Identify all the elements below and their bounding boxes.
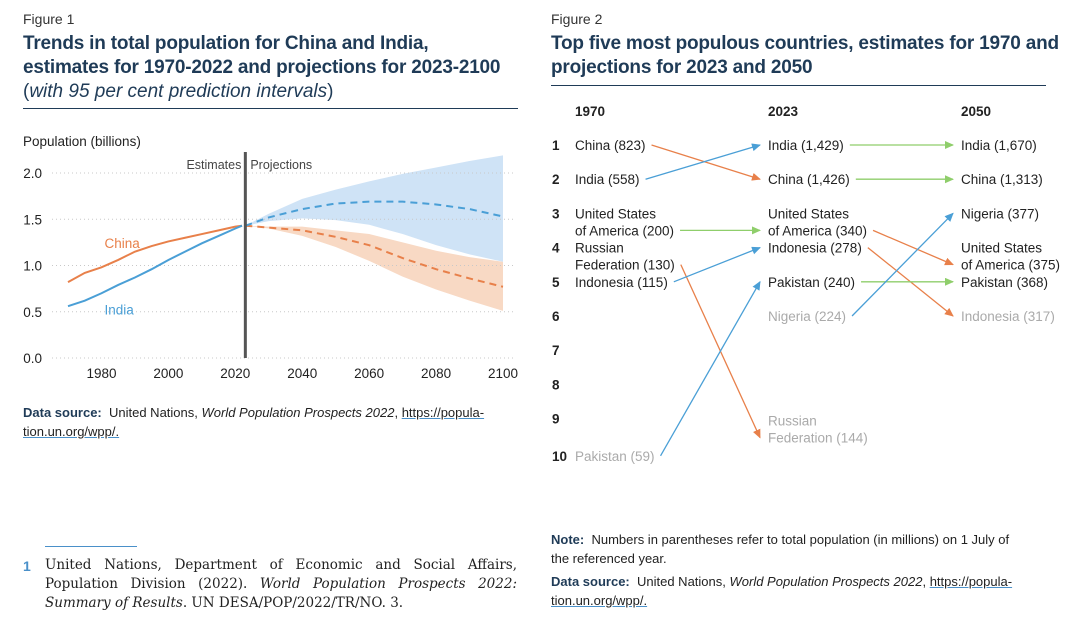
country-label: Pakistan (240) [768,275,855,290]
country-label: Indonesia (317) [961,309,1055,324]
y-tick-label: 0.5 [23,305,42,320]
china-estimates-line [67,224,243,284]
country-label: Nigeria (224) [768,309,846,324]
country-label-line2: of America (340) [768,223,867,238]
figure2-source-link[interactable]: https://popula-tion.un.org/wpp/. [551,574,1013,608]
country-label-line2: Federation (130) [575,258,675,273]
x-tick-label: 2040 [287,366,317,381]
india-series-label: India [104,303,134,318]
china-series-label: China [104,236,140,251]
figure2-title-rule [551,85,1046,86]
figure1-title-line1: Trends in total population for China and… [23,33,429,54]
country-label: China (1,313) [961,172,1043,187]
figure2-title-line1: Top five most populous countries, estima… [551,33,1059,54]
rank-change-arrow [645,143,761,180]
figure2-label: Figure 2 [551,11,603,27]
country-label-line2: Federation (144) [768,431,868,446]
country-label-line2: of America (375) [961,258,1060,273]
x-tick-label: 2100 [488,366,518,381]
population-trend-chart: Population (billions) 0.0 0.5 1.0 1.5 2.0 198… [23,134,518,381]
country-label: India (1,670) [961,138,1037,153]
figure1-label: Figure 1 [23,11,75,27]
country-label-line2: of America (200) [575,223,674,238]
rank-change-arrow [651,144,761,181]
column-header: 2023 [768,104,799,119]
rank-number: 9 [552,412,560,427]
figure1-subtitle: (with 95 per cent prediction intervals) [23,81,334,102]
india-projection-line [245,200,504,227]
country-label: India (1,429) [768,138,844,153]
x-tick-label: 2060 [354,366,384,381]
rank-change-arrow [673,246,761,283]
x-tick-label: 1980 [86,366,116,381]
figure1-title-rule [23,108,518,109]
y-tick-label: 1.5 [23,212,42,227]
figure1-title-line2: estimates for 1970-2022 and projections … [23,57,501,78]
rank-change-arrow [872,229,954,266]
rank-number: 4 [552,241,560,256]
country-label: United States [575,206,656,221]
rank-change-arrow [851,212,954,317]
country-label: Pakistan (368) [961,275,1048,290]
x-tick-label: 2080 [421,366,451,381]
rank-number: 2 [552,172,560,187]
projections-annotation: Projections [250,158,312,172]
x-tick-label: 2020 [220,366,250,381]
china-prediction-interval [245,225,503,311]
rank-number: 10 [552,449,567,464]
rank-number: 6 [552,309,560,324]
x-tick-label: 2000 [153,366,183,381]
rank-number: 5 [552,275,560,290]
country-label: Indonesia (278) [768,241,862,256]
footnote-text: United Nations, Department of Economic a… [45,557,517,611]
footnote-rule [45,546,137,547]
rank-change-arrow [659,280,761,457]
y-tick-label: 1.0 [23,259,42,274]
country-label: Russian [575,241,624,256]
country-label: Russian [768,414,817,429]
rank-number: 3 [552,206,560,221]
country-label: China (1,426) [768,172,850,187]
country-label: Nigeria (377) [961,206,1039,221]
china-projection-line [245,224,504,288]
country-label: United States [961,241,1042,256]
top-five-ranking-chart: 1970 2023 2050 1 2 3 4 5 6 7 8 9 10 China (823) Indi… [552,104,1060,464]
figure1-data-source: Data source: United Nations, World Popul… [23,405,485,439]
figure2-title-line2: projections for 2023 and 2050 [551,57,813,78]
country-label: United States [768,206,849,221]
figure2-note: Note: Numbers in parentheses refer to to… [551,532,1010,566]
y-tick-label: 2.0 [23,166,42,181]
estimates-annotation: Estimates [186,158,241,172]
india-estimates-line [67,224,243,308]
country-label: China (823) [575,138,646,153]
country-label: Indonesia (115) [575,275,668,290]
column-header: 2050 [961,104,991,119]
figure2-data-source: Data source: United Nations, World Popul… [551,574,1013,608]
y-tick-label: 0.0 [23,351,42,366]
country-label: India (558) [575,172,640,187]
y-axis-label: Population (billions) [23,134,141,149]
country-label: Pakistan (59) [575,449,655,464]
rank-number: 7 [552,343,560,358]
rank-number: 1 [552,138,560,153]
column-header: 1970 [575,104,605,119]
india-prediction-interval [245,155,503,262]
rank-number: 8 [552,377,560,392]
footnote-number: 1 [23,558,31,574]
figure1-source-link[interactable]: https://popula-tion.un.org/wpp/. [23,405,485,439]
